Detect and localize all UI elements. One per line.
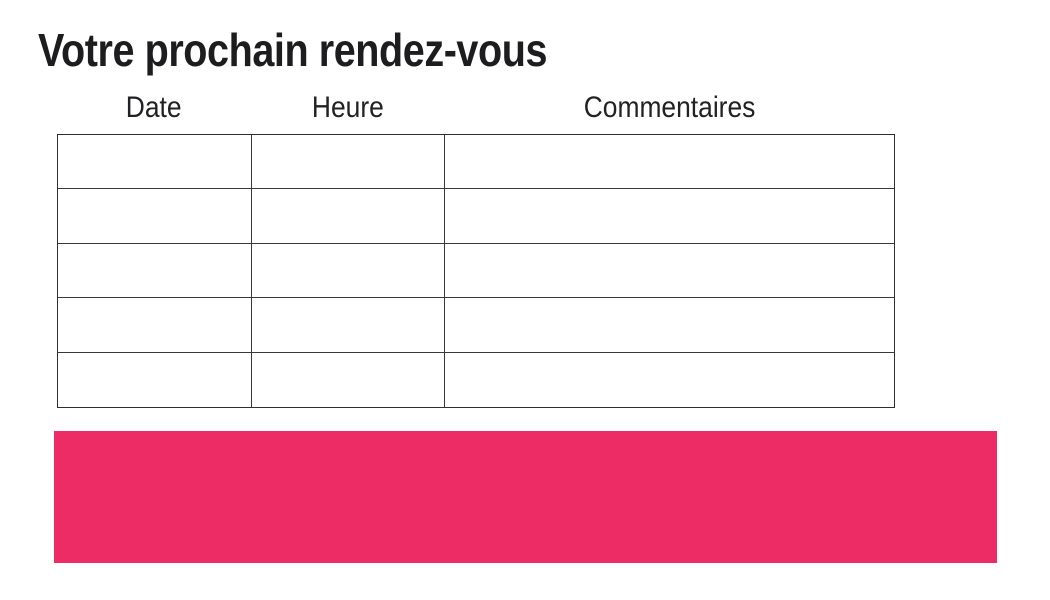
table-cell xyxy=(252,243,445,299)
column-header-label: Commentaires xyxy=(583,91,756,124)
table-cell xyxy=(252,135,445,190)
column-header-commentaires: Commentaires xyxy=(444,91,895,124)
column-header-label: Date xyxy=(126,91,182,124)
page-title-text: Votre prochain rendez-vous xyxy=(38,24,548,76)
table-cell xyxy=(58,135,252,190)
page-title: Votre prochain rendez-vous xyxy=(38,27,630,73)
table-cell xyxy=(252,352,445,407)
table-cell xyxy=(58,189,252,244)
table-cell xyxy=(252,298,445,353)
table-cell xyxy=(445,298,894,353)
table-cell xyxy=(445,353,894,407)
table-cell xyxy=(58,298,252,353)
table-cell xyxy=(445,244,894,299)
table-cell xyxy=(58,352,252,407)
table-cell xyxy=(58,243,252,299)
table-cell xyxy=(445,135,894,190)
column-header-date: Date xyxy=(57,91,251,124)
column-header-label: Heure xyxy=(311,91,384,124)
table-header-row: Date Heure Commentaires xyxy=(57,91,895,129)
appointments-table xyxy=(57,134,895,408)
column-header-heure: Heure xyxy=(251,91,444,124)
pink-banner xyxy=(54,431,997,563)
table-cell xyxy=(445,189,894,244)
table-cell xyxy=(252,189,445,244)
